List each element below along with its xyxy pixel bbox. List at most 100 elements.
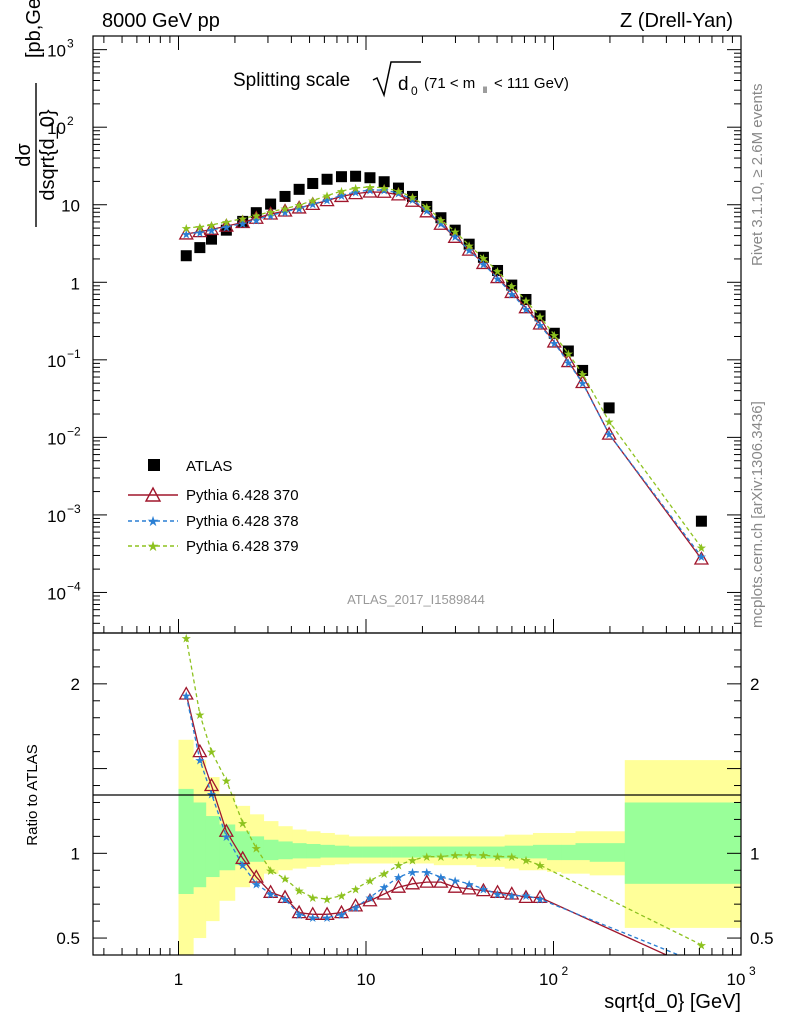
main-point-p378: ★ xyxy=(379,184,390,198)
main-point-atlas xyxy=(577,364,589,376)
main-point-p379: ★ xyxy=(696,541,707,555)
title-symbol: d xyxy=(398,74,409,95)
ratio-point-p370 xyxy=(419,874,435,888)
main-point-atlas xyxy=(265,198,277,210)
ratio-point-p379: ★ xyxy=(294,884,305,898)
band-stat-bin xyxy=(561,844,576,861)
band-stat-bin xyxy=(504,845,520,859)
main-point-p379: ★ xyxy=(194,220,205,234)
main-point-p370 xyxy=(475,255,492,270)
ratio-point-p378: ★ xyxy=(521,889,532,903)
y-axis-label-main: dσ dsqrt{d_0} xyxy=(13,83,59,227)
y-tick-label-main: 10 xyxy=(47,584,66,603)
main-point-atlas xyxy=(364,172,376,184)
main-point-p370 xyxy=(235,214,251,229)
ratio-line-p378 xyxy=(185,695,679,955)
y-tick-label-ratio: 1 xyxy=(71,844,80,863)
title-cut-end: < 111 GeV) xyxy=(494,75,569,92)
ratio-point-p379: ★ xyxy=(450,849,461,863)
main-point-p378: ★ xyxy=(336,189,347,203)
main-point-p370 xyxy=(218,218,234,232)
ratio-point-p379: ★ xyxy=(307,891,318,905)
legend-label-370: Pythia 6.428 370 xyxy=(186,487,299,504)
analysis-label: ATLAS_2017_I1589844 xyxy=(347,592,485,607)
ratio-point-p378: ★ xyxy=(237,859,248,873)
main-point-atlas xyxy=(406,190,418,202)
ratio-point-p370 xyxy=(376,886,392,900)
main-point-p379: ★ xyxy=(478,252,489,266)
main-point-p378: ★ xyxy=(294,202,305,216)
ratio-point-p378: ★ xyxy=(407,865,418,879)
main-point-atlas xyxy=(220,224,232,236)
sqrt-symbol xyxy=(372,61,421,98)
main-point-atlas xyxy=(206,233,218,245)
ratio-point-p378: ★ xyxy=(181,689,192,703)
ratio-point-p379: ★ xyxy=(265,864,276,878)
ratio-point-p370 xyxy=(433,874,449,888)
main-point-atlas xyxy=(335,171,347,183)
y-tick-label-main: 10 xyxy=(47,429,66,448)
main-point-p370 xyxy=(518,299,534,314)
ratio-point-p378: ★ xyxy=(379,881,390,895)
y-tick-label-main: 10 xyxy=(47,352,66,371)
main-point-p379: ★ xyxy=(365,180,376,194)
main-point-p379: ★ xyxy=(563,347,574,361)
ratio-point-p370 xyxy=(461,881,477,895)
ratio-point-p379: ★ xyxy=(506,850,517,864)
legend-marker-370 xyxy=(144,486,162,502)
y-label-numerator: dσ xyxy=(13,143,35,167)
main-point-p378: ★ xyxy=(393,186,404,200)
main-point-p370 xyxy=(489,269,506,284)
main-point-p378: ★ xyxy=(322,194,333,208)
band-stat-bin xyxy=(448,846,463,858)
ratio-point-p378: ★ xyxy=(265,887,276,901)
main-point-p378: ★ xyxy=(464,244,475,258)
ratio-point-p378: ★ xyxy=(194,754,205,768)
x-tick-label: 1 xyxy=(174,970,183,989)
ratio-point-p370 xyxy=(305,906,321,920)
main-point-p378: ★ xyxy=(237,217,248,231)
main-point-p378: ★ xyxy=(450,230,461,244)
main-point-p370 xyxy=(203,221,220,236)
main-point-p378: ★ xyxy=(194,226,205,240)
band-stat-bin xyxy=(292,843,307,859)
band-stat-bin xyxy=(462,846,477,858)
ratio-point-p378: ★ xyxy=(350,901,361,915)
main-point-p379: ★ xyxy=(421,201,432,215)
ratio-point-p379: ★ xyxy=(535,859,546,873)
x-tick-label-exp: 2 xyxy=(561,964,568,978)
title-cut-sub: ll xyxy=(483,85,487,95)
ratio-point-p379: ★ xyxy=(237,816,248,830)
ratio-point-p378: ★ xyxy=(506,889,517,903)
main-point-p379: ★ xyxy=(251,209,262,223)
main-point-p379: ★ xyxy=(307,194,318,208)
band-stat-bin xyxy=(193,802,207,888)
energy-label: 8000 GeV pp xyxy=(102,10,220,32)
band-stat-bin xyxy=(547,844,562,861)
ratio-point-p379: ★ xyxy=(251,842,262,856)
main-point-p378: ★ xyxy=(307,198,318,212)
main-point-p379: ★ xyxy=(393,185,404,199)
ratio-point-p370 xyxy=(192,743,208,758)
band-stat-bin xyxy=(178,788,194,894)
main-point-p378: ★ xyxy=(407,193,418,207)
main-point-p370 xyxy=(277,203,293,217)
ratio-point-p379: ★ xyxy=(194,708,205,722)
main-point-atlas xyxy=(321,173,333,185)
main-point-p370 xyxy=(404,193,421,207)
ratio-point-p379: ★ xyxy=(350,882,361,896)
ratio-point-p379: ★ xyxy=(206,745,217,759)
x-tick-label: 10 xyxy=(357,970,376,989)
main-point-p370 xyxy=(319,192,335,207)
main-point-atlas xyxy=(307,177,319,189)
main-point-atlas xyxy=(350,170,362,182)
main-point-p378: ★ xyxy=(206,224,217,238)
ratio-point-p378: ★ xyxy=(365,891,376,905)
y-tick-label-main-exp: −3 xyxy=(67,502,81,516)
band-stat-bin xyxy=(490,846,505,859)
main-point-p370 xyxy=(546,334,562,348)
main-point-p378: ★ xyxy=(221,220,232,234)
ratio-point-p370 xyxy=(447,879,463,893)
process-label: Z (Drell-Yan) xyxy=(620,10,733,32)
